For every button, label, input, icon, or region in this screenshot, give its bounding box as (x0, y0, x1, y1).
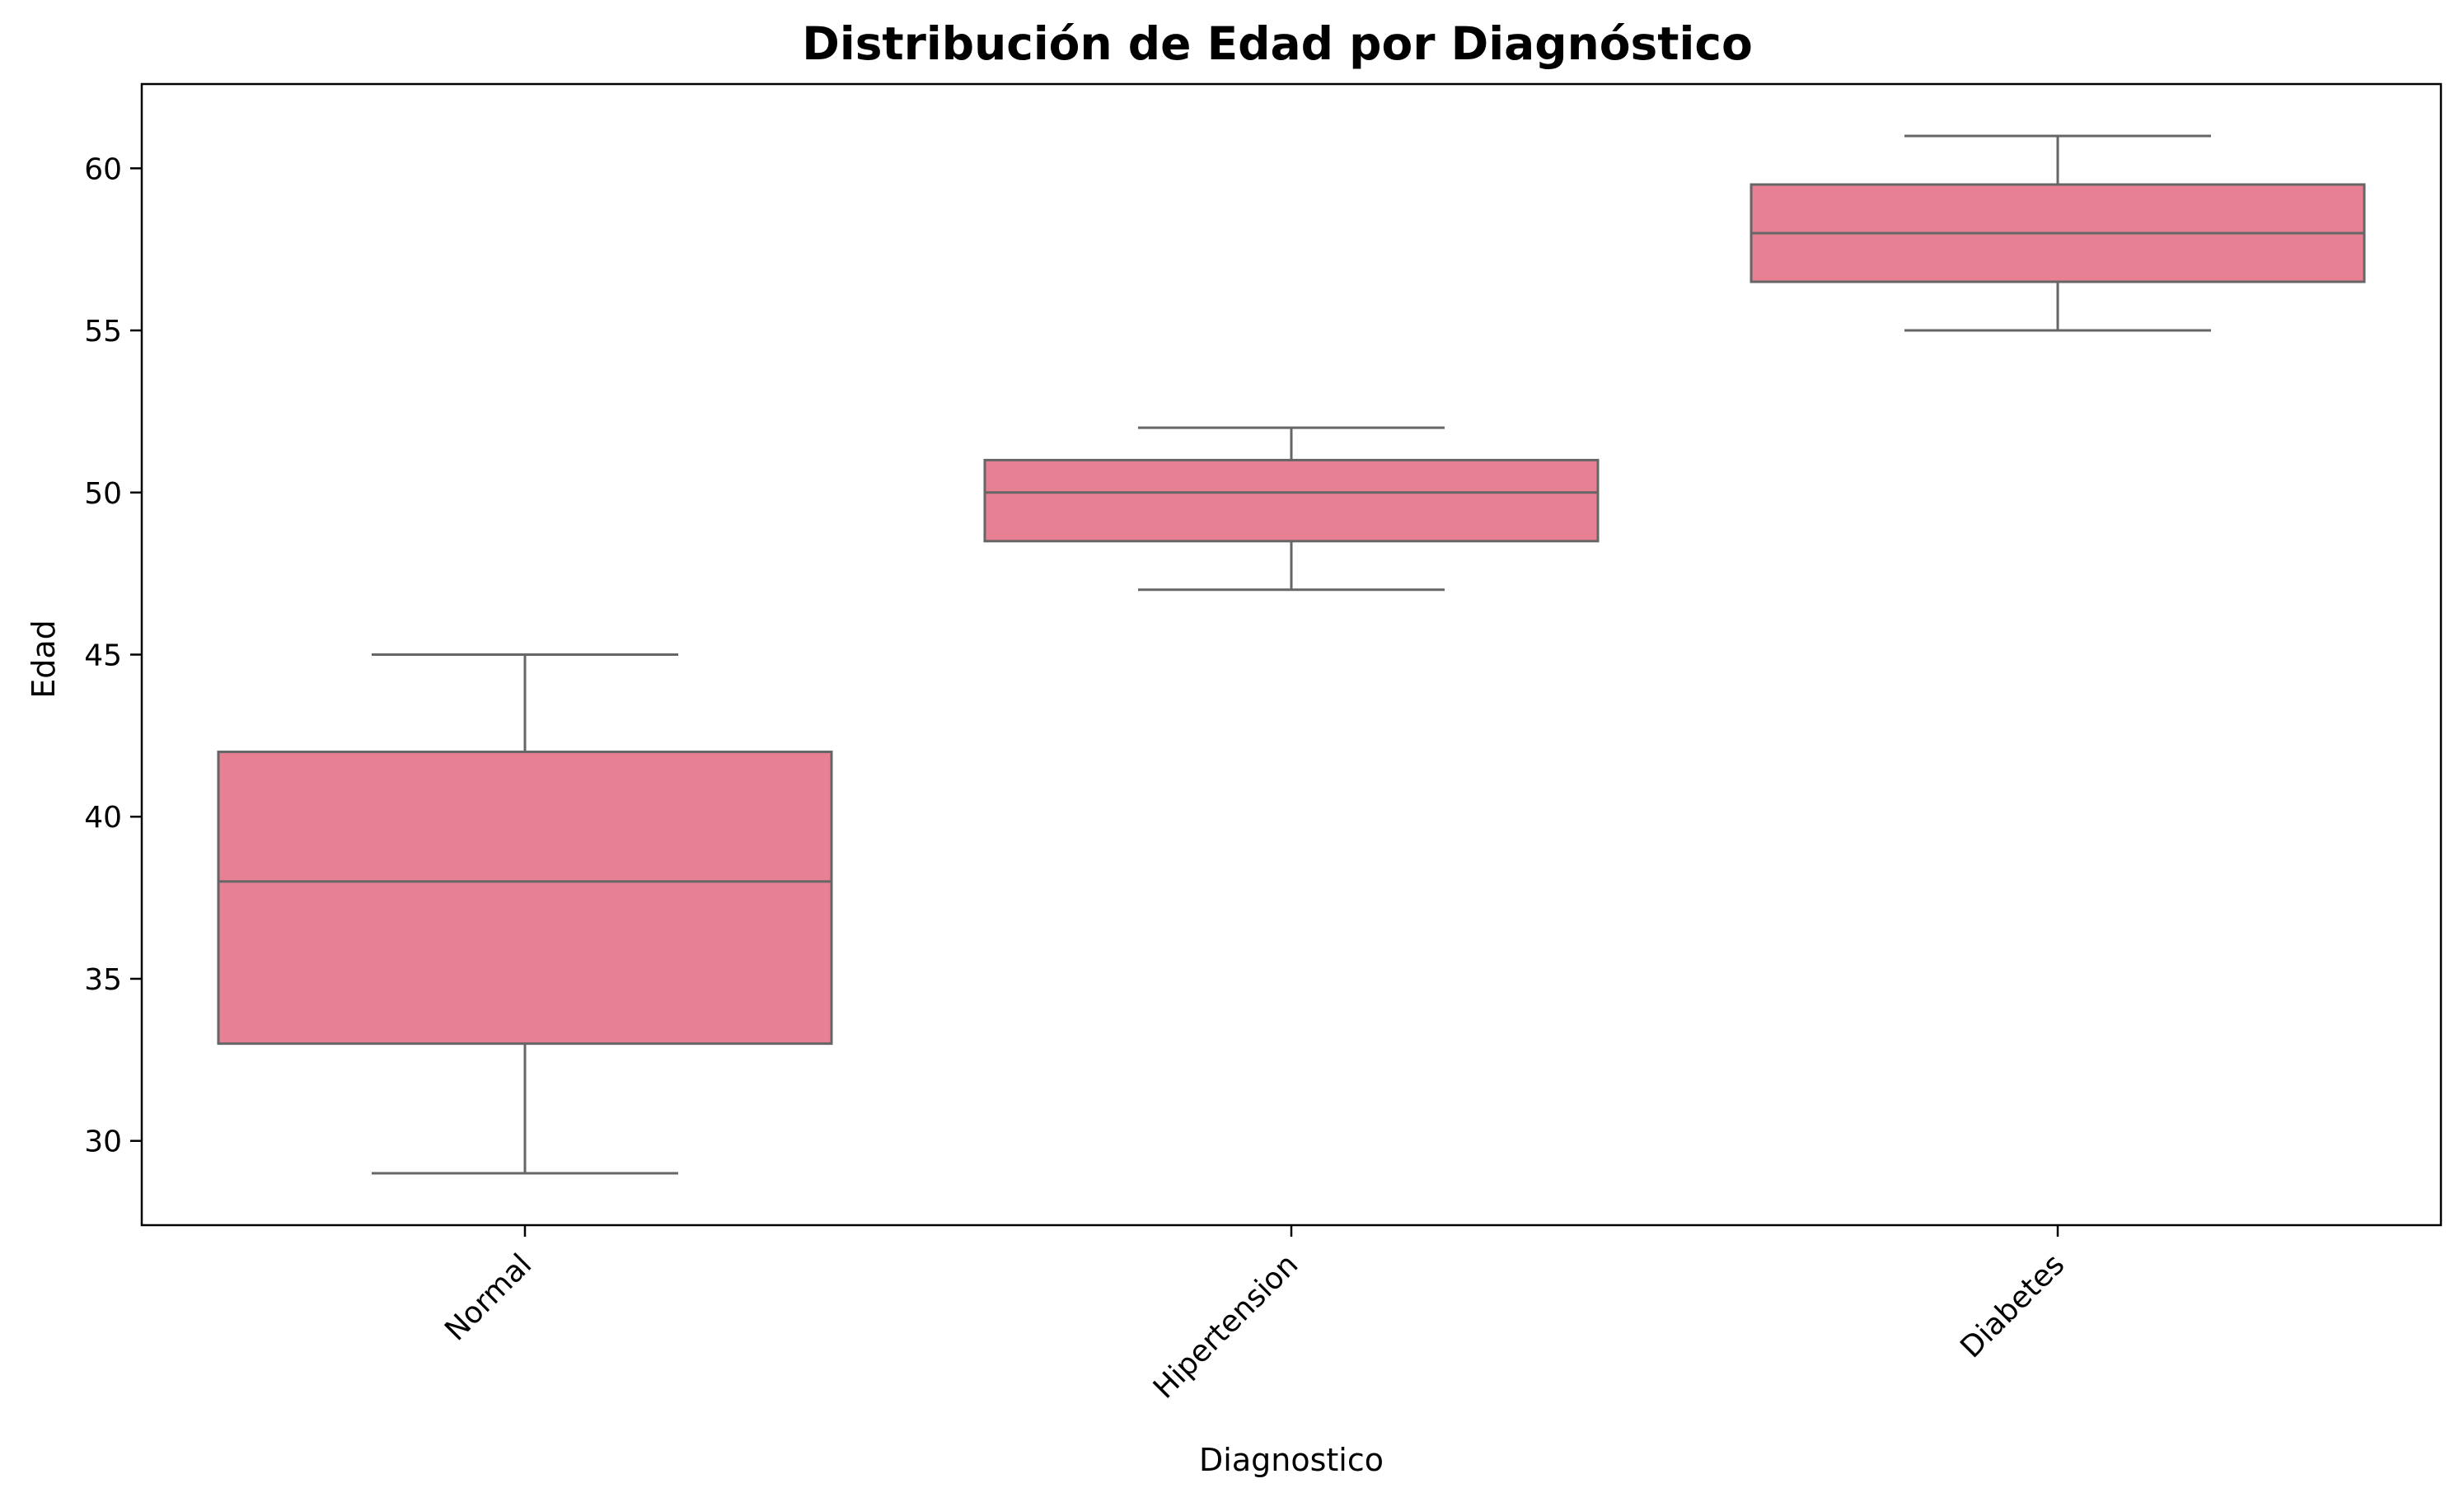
y-tick-label: 40 (84, 801, 122, 835)
y-tick-label: 35 (84, 963, 122, 997)
y-tick-label: 50 (84, 477, 122, 511)
y-tick-label: 30 (84, 1125, 122, 1159)
box-group (217, 653, 833, 1175)
y-axis: 30 35 40 45 50 55 60 (84, 152, 142, 1159)
y-tick-label: 55 (84, 315, 122, 349)
chart-title: Distribución de Edad por Diagnóstico (802, 17, 1753, 70)
iqr-box (217, 751, 833, 1046)
x-axis-label: Diagnostico (1199, 1442, 1384, 1478)
box-group (983, 426, 1600, 592)
plot-area (217, 134, 2366, 1175)
box-group (1750, 134, 2366, 332)
y-axis-label: Edad (26, 620, 62, 699)
y-tick-label: 45 (84, 639, 122, 673)
iqr-box (983, 458, 1600, 543)
y-tick-label: 60 (84, 152, 122, 186)
